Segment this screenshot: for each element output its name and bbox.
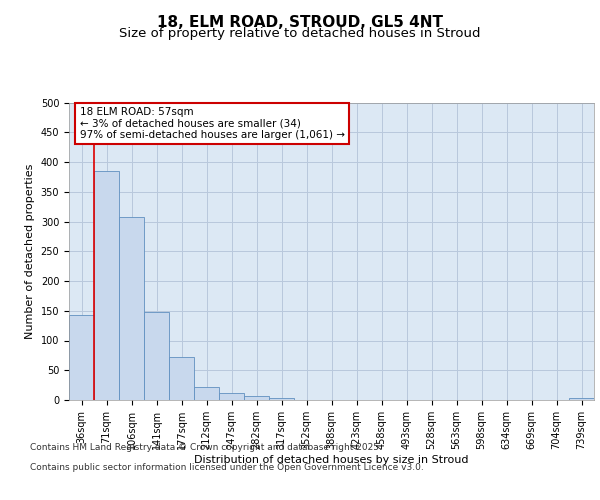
Bar xyxy=(169,356,194,400)
Text: 18 ELM ROAD: 57sqm
← 3% of detached houses are smaller (34)
97% of semi-detached: 18 ELM ROAD: 57sqm ← 3% of detached hous… xyxy=(79,107,344,140)
Bar xyxy=(144,312,169,400)
Bar xyxy=(69,315,94,400)
Bar xyxy=(119,216,144,400)
Text: Contains HM Land Registry data © Crown copyright and database right 2025.: Contains HM Land Registry data © Crown c… xyxy=(30,442,382,452)
Bar xyxy=(94,171,119,400)
Bar xyxy=(244,396,269,400)
Bar xyxy=(194,387,219,400)
Y-axis label: Number of detached properties: Number of detached properties xyxy=(25,164,35,339)
Bar xyxy=(569,398,594,400)
Text: Contains public sector information licensed under the Open Government Licence v3: Contains public sector information licen… xyxy=(30,462,424,471)
Bar xyxy=(219,394,244,400)
Text: Size of property relative to detached houses in Stroud: Size of property relative to detached ho… xyxy=(119,28,481,40)
Text: 18, ELM ROAD, STROUD, GL5 4NT: 18, ELM ROAD, STROUD, GL5 4NT xyxy=(157,15,443,30)
X-axis label: Distribution of detached houses by size in Stroud: Distribution of detached houses by size … xyxy=(194,454,469,464)
Bar xyxy=(269,398,294,400)
